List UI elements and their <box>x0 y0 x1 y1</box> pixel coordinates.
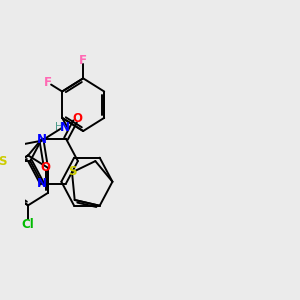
Text: N: N <box>37 133 47 146</box>
Text: O: O <box>40 161 50 174</box>
Text: F: F <box>44 76 52 89</box>
Text: S: S <box>68 165 76 178</box>
Text: O: O <box>72 112 82 124</box>
Text: S: S <box>0 154 7 168</box>
Text: N: N <box>60 121 70 134</box>
Text: F: F <box>79 54 87 67</box>
Text: H: H <box>55 122 63 132</box>
Text: N: N <box>37 177 47 190</box>
Text: Cl: Cl <box>22 218 34 231</box>
